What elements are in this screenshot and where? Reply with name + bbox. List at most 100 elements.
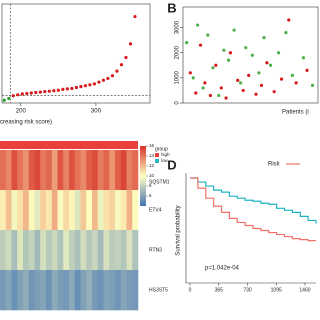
panel-label: B (167, 0, 176, 15)
heat-cell (5, 230, 12, 271)
heat-cell (69, 190, 76, 231)
row-label: RTN3 (149, 247, 162, 253)
x-axis-label: Patients (i (282, 110, 309, 116)
point (305, 68, 309, 72)
point (74, 85, 78, 90)
point (106, 76, 110, 81)
x-tick-label: 200 (16, 109, 27, 115)
group-legend-title: group (155, 146, 168, 152)
point (92, 82, 97, 86)
heat-cell (0, 270, 7, 311)
point (203, 81, 207, 85)
heat-cell (126, 270, 133, 311)
point (52, 89, 56, 93)
point (262, 36, 266, 40)
point (208, 93, 212, 98)
point (79, 85, 83, 89)
point (34, 90, 38, 95)
heat-cell (63, 270, 70, 311)
survival-curve (190, 177, 317, 224)
heat-cell (23, 150, 30, 191)
point (128, 42, 133, 46)
heat-cell (74, 230, 81, 271)
plot-frame (1, 3, 151, 104)
point (65, 87, 69, 91)
heat-cell (46, 190, 53, 231)
heat-cell (115, 270, 122, 311)
heat-cell (23, 190, 30, 231)
y-tick-label: 0 (175, 101, 181, 105)
point (83, 84, 87, 88)
point (276, 51, 281, 55)
point (228, 51, 233, 55)
point (195, 23, 200, 27)
point (222, 48, 226, 52)
heat-cell (132, 230, 139, 271)
heat-cell (17, 150, 24, 191)
point (7, 96, 11, 101)
point (188, 71, 192, 75)
heat-cell (40, 190, 47, 231)
heat-cell (132, 270, 139, 311)
group-legend-label: high (161, 152, 170, 157)
heat-cell (46, 270, 53, 311)
x-tick-label: 1095 (271, 287, 282, 293)
heat-cell (86, 150, 93, 191)
point (214, 63, 218, 67)
heat-cell (51, 270, 58, 311)
colorbar-label: 10 (149, 173, 155, 178)
point (301, 56, 306, 60)
colorbar-label: 6 (149, 193, 152, 198)
heat-cell (5, 150, 12, 191)
point (206, 33, 210, 37)
heat-cell (23, 230, 30, 271)
axis-line (185, 173, 316, 284)
heat-cell (92, 150, 99, 191)
heat-cell (92, 230, 99, 271)
point (239, 81, 243, 85)
heat-cell (40, 270, 47, 311)
point (38, 90, 42, 94)
heat-cell (97, 190, 104, 231)
heat-cell (109, 150, 116, 191)
heat-cell (126, 150, 133, 191)
heat-cell (80, 270, 87, 311)
point (241, 88, 245, 93)
point (290, 73, 295, 77)
point (265, 61, 269, 65)
heat-cell (5, 270, 12, 311)
heat-cell (80, 190, 87, 231)
point (236, 78, 240, 82)
heat-cell (28, 190, 35, 231)
point (279, 77, 284, 81)
heat-cell (17, 230, 24, 271)
heat-cell (0, 150, 7, 191)
heat-cell (103, 230, 110, 271)
point (257, 71, 261, 75)
heat-cell (120, 230, 127, 271)
point (25, 91, 29, 96)
heat-cell (46, 150, 53, 191)
heat-cell (97, 150, 104, 191)
x-tick-label: 730 (243, 287, 252, 293)
heat-cell (17, 270, 24, 311)
group-legend-label: low (161, 158, 169, 163)
point (97, 80, 101, 84)
colorbar-label: 8 (149, 183, 152, 188)
x-tick-label: 1460 (299, 287, 310, 293)
heat-cell (11, 150, 18, 191)
point (211, 66, 215, 70)
point (247, 73, 251, 77)
heat-cell (69, 270, 76, 311)
heat-cell (34, 190, 41, 231)
heat-cell (11, 270, 18, 311)
heat-cell (109, 190, 116, 231)
point (88, 83, 92, 87)
heat-cell (63, 230, 70, 271)
heat-cell (80, 150, 87, 191)
heat-cell (57, 190, 64, 231)
heat-cell (40, 230, 47, 271)
colorbar-label: 14 (149, 153, 155, 158)
heat-cell (0, 190, 7, 231)
heat-cell (86, 230, 93, 271)
